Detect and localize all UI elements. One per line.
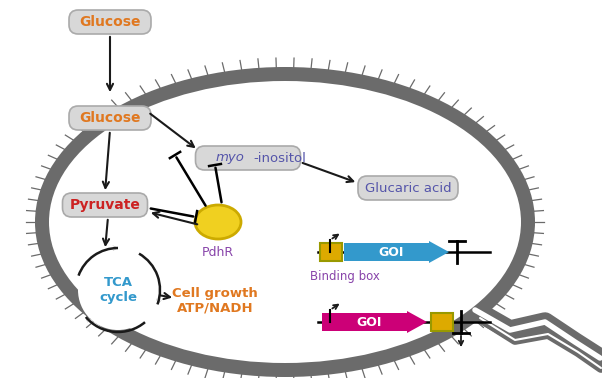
Text: Pyruvate: Pyruvate: [70, 198, 140, 212]
Text: GOI: GOI: [357, 316, 382, 328]
Text: GOI: GOI: [379, 245, 404, 259]
FancyBboxPatch shape: [431, 313, 453, 331]
Text: Glucose: Glucose: [79, 111, 141, 125]
Text: myo: myo: [216, 152, 244, 164]
Ellipse shape: [49, 81, 521, 363]
FancyArrow shape: [344, 241, 449, 263]
FancyBboxPatch shape: [358, 176, 458, 200]
Text: PdhR: PdhR: [202, 246, 234, 259]
Circle shape: [78, 250, 158, 330]
FancyBboxPatch shape: [320, 243, 342, 261]
Text: ATP/NADH: ATP/NADH: [177, 302, 253, 314]
FancyBboxPatch shape: [63, 193, 147, 217]
FancyBboxPatch shape: [69, 106, 151, 130]
Text: TCA
cycle: TCA cycle: [99, 276, 137, 304]
Ellipse shape: [195, 205, 241, 239]
FancyArrow shape: [322, 311, 427, 333]
Text: -inositol: -inositol: [253, 152, 306, 164]
Text: Cell growth: Cell growth: [172, 287, 258, 299]
Text: Binding box: Binding box: [310, 270, 380, 283]
FancyBboxPatch shape: [196, 146, 300, 170]
Text: Glucaric acid: Glucaric acid: [365, 181, 452, 195]
Text: Glucose: Glucose: [79, 15, 141, 29]
FancyBboxPatch shape: [69, 10, 151, 34]
Ellipse shape: [35, 67, 535, 377]
